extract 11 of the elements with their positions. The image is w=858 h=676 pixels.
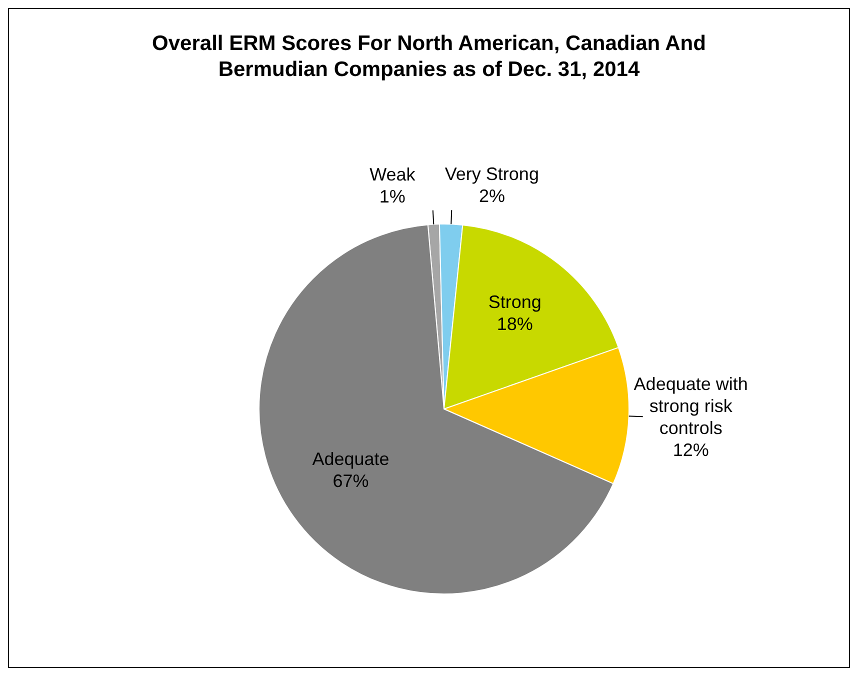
slice-label: Strong	[488, 292, 542, 312]
slice-label: Adequate with strong risk controls	[634, 374, 748, 438]
slice-label: Very Strong	[444, 164, 539, 184]
data-label: 2%	[478, 186, 505, 206]
data-label: 12%	[672, 440, 709, 460]
data-label: 1%	[379, 186, 406, 206]
data-label: 67%	[332, 470, 369, 491]
slice-label: Weak	[370, 164, 416, 184]
chart-title: Overall ERM Scores For North American, Canadian And Bermudian Companies as of Dec. 31, 2014	[151, 31, 707, 83]
data-label: 18%	[496, 314, 533, 334]
slice-label: Adequate	[312, 448, 390, 469]
